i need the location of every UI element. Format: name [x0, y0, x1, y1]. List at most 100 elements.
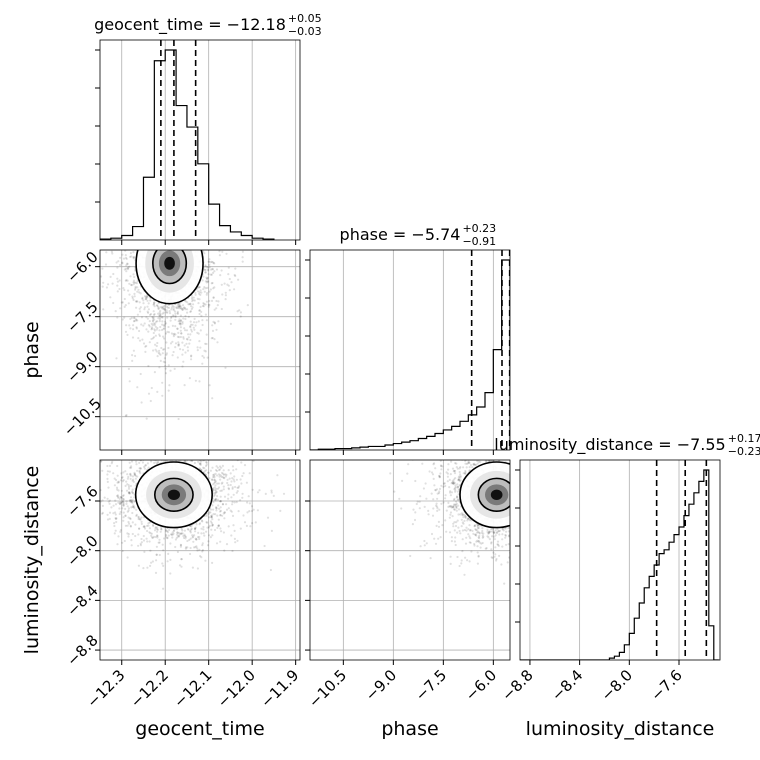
sample-point: [132, 221, 134, 223]
sample-point: [126, 214, 128, 216]
sample-point: [202, 356, 206, 359]
sample-point: [182, 457, 184, 459]
sample-point: [176, 446, 178, 448]
sample-point: [214, 480, 217, 483]
sample-point: [430, 492, 433, 495]
sample-point: [185, 184, 187, 186]
sample-point: [148, 531, 151, 534]
sample-point: [186, 346, 189, 349]
sample-point: [204, 230, 206, 232]
sample-point: [171, 443, 173, 445]
sample-point: [155, 187, 157, 189]
sample-point: [139, 223, 141, 225]
sample-point: [159, 309, 162, 312]
sample-point: [181, 172, 183, 174]
sample-point: [233, 480, 236, 483]
sample-point: [118, 80, 120, 82]
sample-point: [158, 333, 161, 336]
sample-point: [128, 293, 131, 296]
sample-point: [216, 495, 219, 498]
sample-point: [162, 217, 164, 219]
sample-point: [460, 525, 463, 528]
sample-point: [104, 263, 108, 266]
sample-point: [179, 236, 181, 238]
sample-point: [203, 286, 206, 289]
sample-point: [178, 217, 180, 219]
sample-point: [146, 299, 149, 302]
sample-point: [115, 261, 118, 264]
sample-point: [202, 466, 205, 469]
sample-point: [126, 267, 129, 270]
sample-point: [206, 291, 209, 295]
sample-point: [494, 534, 497, 537]
sample-point: [214, 472, 217, 475]
sample-point: [153, 218, 155, 220]
sample-point: [189, 333, 192, 336]
sample-point: [135, 243, 137, 245]
sample-point: [219, 514, 222, 517]
sample-point: [147, 248, 149, 250]
sample-point: [133, 256, 136, 259]
sample-point: [172, 335, 175, 338]
sample-point: [522, 558, 524, 560]
sample-point: [156, 228, 158, 230]
sample-point: [144, 444, 146, 446]
sample-point: [177, 241, 179, 243]
sample-point: [118, 497, 121, 500]
sample-point: [116, 229, 118, 231]
sample-point: [185, 454, 187, 456]
sample-point: [110, 250, 113, 253]
sample-point: [478, 537, 481, 540]
sample-point: [180, 245, 182, 247]
sample-point: [199, 188, 201, 190]
sample-point: [167, 226, 169, 228]
sample-point: [216, 341, 219, 344]
sample-point: [181, 424, 183, 426]
sample-point: [209, 508, 213, 511]
sample-point: [213, 155, 215, 157]
sample-point: [138, 527, 141, 530]
sample-point: [154, 429, 156, 431]
sample-point: [134, 246, 136, 248]
sample-point: [200, 532, 203, 535]
sample-point: [258, 489, 261, 492]
sample-point: [126, 262, 129, 265]
sample-point: [178, 178, 180, 180]
sample-point: [441, 524, 444, 527]
sample-point: [206, 526, 209, 529]
sample-point: [199, 212, 201, 214]
sample-point: [171, 200, 173, 202]
sample-point: [562, 522, 564, 524]
sample-point: [201, 542, 204, 545]
sample-point: [134, 223, 136, 225]
x-tick-label: −12.2: [127, 666, 172, 711]
sample-point: [514, 489, 516, 491]
sample-point: [130, 500, 133, 503]
sample-point: [457, 493, 460, 496]
sample-point: [190, 189, 192, 191]
sample-point: [207, 280, 210, 283]
sample-point: [177, 320, 180, 323]
sample-point: [198, 230, 200, 232]
sample-point: [191, 238, 193, 240]
sample-point: [196, 567, 199, 570]
sample-point: [194, 324, 197, 327]
sample-point: [157, 307, 160, 310]
sample-point: [460, 512, 463, 515]
sample-point: [171, 214, 173, 216]
sample-point: [524, 506, 526, 508]
sample-point: [195, 523, 198, 526]
sample-point: [204, 265, 207, 268]
sample-point: [147, 324, 150, 327]
sample-point: [192, 321, 196, 324]
sample-point: [129, 327, 132, 330]
sample-point: [132, 324, 135, 327]
sample-point: [106, 477, 109, 480]
sample-point: [136, 428, 138, 430]
sample-point: [150, 534, 153, 537]
sample-point: [212, 271, 215, 274]
sample-point: [200, 519, 203, 522]
sample-point: [179, 335, 182, 339]
sample-point: [182, 336, 185, 339]
sample-point: [159, 450, 161, 452]
